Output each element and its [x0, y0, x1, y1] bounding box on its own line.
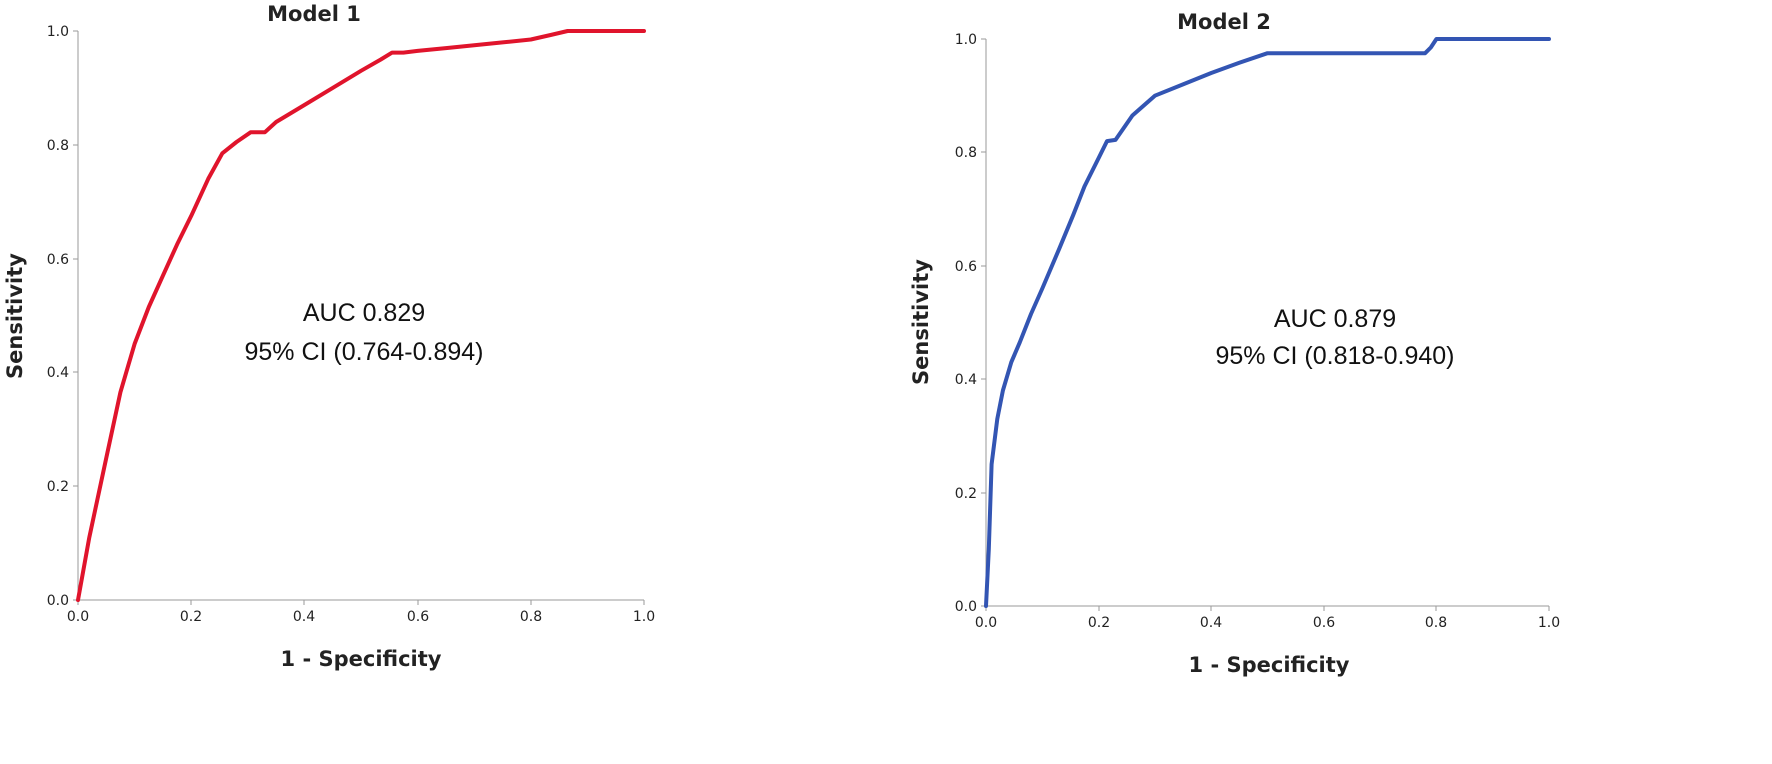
y-axis-label: Sensitivity — [909, 259, 933, 385]
y-tick-label: 0.2 — [47, 479, 69, 495]
y-tick-group: 0.0 0.2 0.4 0.6 0.8 1.0 — [47, 24, 78, 609]
y-tick-label: 0.2 — [955, 486, 977, 502]
chart-title: Model 1 — [267, 2, 361, 26]
y-tick-label: 0.4 — [955, 372, 977, 388]
chart-title: Model 2 — [1177, 10, 1271, 34]
x-tick-label: 1.0 — [1538, 615, 1560, 631]
x-tick-label: 0.8 — [1425, 615, 1447, 631]
auc-label: AUC 0.829 — [303, 299, 425, 327]
y-tick-label: 0.6 — [955, 259, 977, 275]
y-axis-label: Sensitivity — [3, 253, 27, 379]
roc-panel-model-2: Model 2 0.0 0.2 0.4 0.6 0.8 1.0 0.0 0.2 … — [909, 10, 1560, 677]
auc-label: AUC 0.879 — [1274, 305, 1396, 333]
x-tick-label: 0.8 — [520, 609, 542, 625]
y-tick-label: 0.4 — [47, 365, 69, 381]
x-tick-group: 0.0 0.2 0.4 0.6 0.8 1.0 — [975, 606, 1560, 631]
x-axis-label: 1 - Specificity — [1189, 653, 1350, 677]
y-tick-label: 0.0 — [47, 593, 69, 609]
ci-label: 95% CI (0.818-0.940) — [1215, 342, 1454, 370]
y-tick-label: 0.8 — [47, 138, 69, 154]
roc-curve-line — [986, 39, 1549, 606]
x-tick-label: 0.2 — [1088, 615, 1110, 631]
y-tick-label: 0.0 — [955, 599, 977, 615]
y-tick-group: 0.0 0.2 0.4 0.6 0.8 1.0 — [955, 32, 986, 615]
x-tick-label: 0.2 — [180, 609, 202, 625]
y-tick-label: 1.0 — [955, 32, 977, 48]
x-tick-label: 0.4 — [293, 609, 315, 625]
ci-label: 95% CI (0.764-0.894) — [244, 338, 483, 366]
x-tick-label: 0.0 — [975, 615, 997, 631]
x-tick-group: 0.0 0.2 0.4 0.6 0.8 1.0 — [67, 600, 655, 625]
y-tick-label: 0.6 — [47, 252, 69, 268]
x-tick-label: 0.0 — [67, 609, 89, 625]
roc-panel-model-1: Model 1 0.0 0.2 0.4 0.6 0.8 1.0 0.0 0.2 … — [3, 2, 655, 671]
y-tick-label: 1.0 — [47, 24, 69, 40]
x-tick-label: 0.6 — [1313, 615, 1335, 631]
y-tick-label: 0.8 — [955, 145, 977, 161]
x-axis-label: 1 - Specificity — [281, 647, 442, 671]
x-tick-label: 0.6 — [407, 609, 429, 625]
x-tick-label: 1.0 — [633, 609, 655, 625]
x-tick-label: 0.4 — [1200, 615, 1222, 631]
